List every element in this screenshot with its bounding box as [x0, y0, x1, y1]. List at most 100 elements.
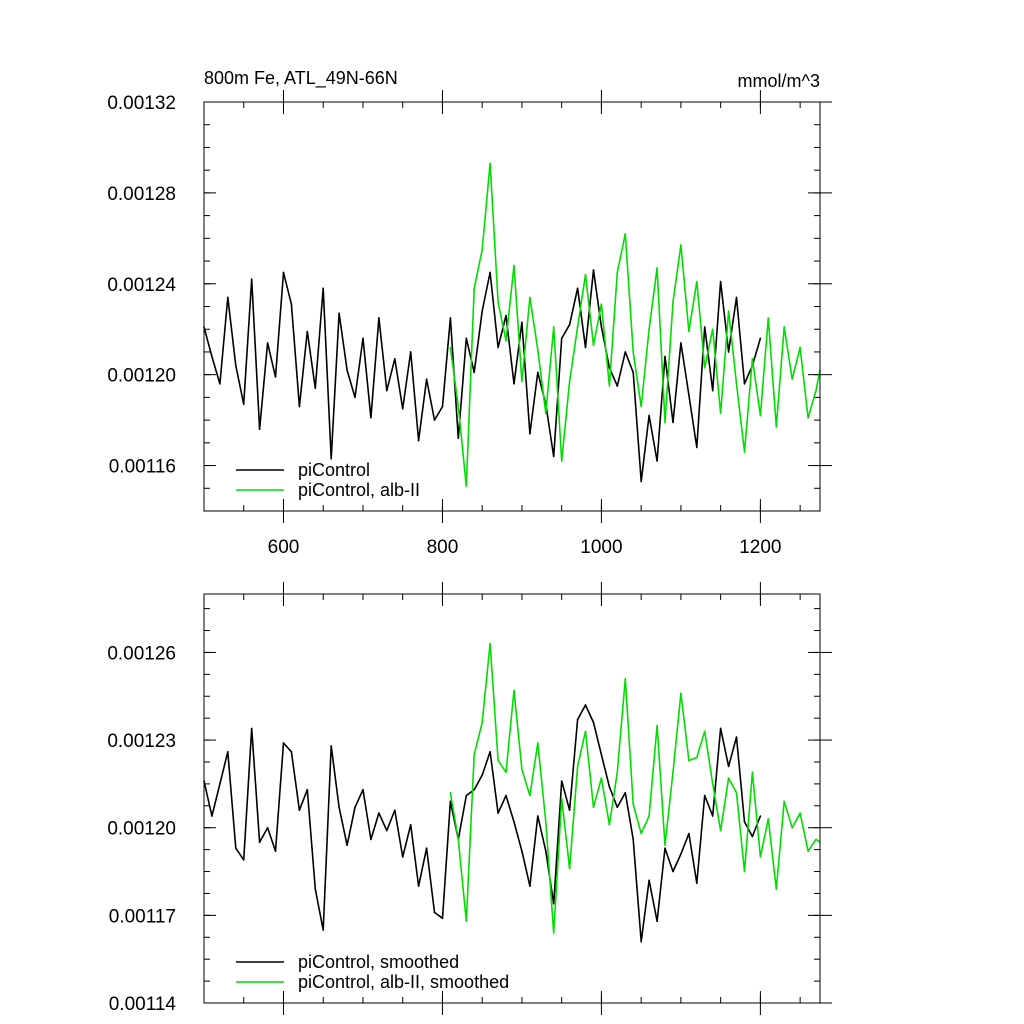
series-bottom-picontrol-alb-ii-smoothed-point-25	[648, 815, 650, 817]
series-bottom-picontrol-smoothed-point-44	[552, 902, 555, 905]
series-bottom-picontrol-alb-ii-smoothed-point-9	[521, 768, 523, 771]
series-top-picontrol-point-55	[640, 480, 642, 483]
panel-top-title: 800m Fe, ATL_49N-66N	[204, 68, 398, 89]
series-top-picontrol-alb-ii-point-23	[632, 351, 634, 353]
series-top-picontrol-point-65	[719, 280, 722, 283]
series-bottom-picontrol-smoothed-point-69	[751, 835, 754, 838]
series-top-picontrol-point-14	[314, 387, 317, 390]
legend-label-picontrol-smoothed: piControl, smoothed	[298, 952, 459, 972]
series-bottom-picontrol-smoothed-point-17	[338, 806, 340, 809]
legend-label-picontrol: piControl	[298, 460, 370, 480]
series-bottom-picontrol-smoothed-point-22	[378, 812, 380, 814]
series-top-picontrol-point-8	[266, 342, 269, 344]
series-bottom-picontrol-smoothed-point-2	[219, 783, 221, 785]
series-bottom-picontrol-alb-ii-smoothed-point-21	[616, 771, 619, 773]
series-top-picontrol-alb-ii-point-32	[703, 367, 706, 369]
series-bottom-picontrol-smoothed-point-37	[497, 812, 499, 814]
series-bottom-picontrol-alb-ii-smoothed-point-39	[759, 856, 762, 858]
series-bottom-picontrol-smoothed-point-35	[481, 774, 484, 776]
series-bottom-picontrol-smoothed-point-18	[346, 844, 348, 846]
series-bottom-picontrol-alb-ii-smoothed-point-7	[505, 771, 507, 773]
series-top-picontrol-point-38	[505, 314, 507, 317]
series-bottom-picontrol-smoothed-point-11	[290, 751, 293, 753]
series-bottom-picontrol-smoothed-point-62	[696, 882, 698, 884]
series-top-picontrol-alb-ii-point-16	[576, 326, 579, 328]
series-top-picontrol-alb-ii-point-38	[751, 358, 754, 360]
series-bottom-picontrol-smoothed-point-50	[600, 753, 603, 756]
series-bottom-picontrol-smoothed-point-64	[711, 815, 714, 817]
series-top-picontrol-point-2	[219, 383, 221, 385]
series-top-picontrol-point-11	[290, 303, 293, 306]
series-top-picontrol-point-32	[457, 437, 460, 440]
series-bottom-picontrol-smoothed-point-25	[401, 856, 404, 858]
series-bottom-picontrol-alb-ii-smoothed-point-5	[489, 642, 491, 645]
series-top-picontrol-point-24	[394, 358, 396, 360]
series-top-picontrol-alb-ii-point-7	[505, 339, 507, 342]
series-top-picontrol-point-19	[354, 396, 356, 399]
series-bottom-picontrol-alb-ii-smoothed-line	[449, 642, 821, 934]
series-bottom-picontrol-alb-ii-smoothed-point-41	[775, 888, 778, 890]
panel-bottom-ticks: 0.00114 0.00117 0.00120 0.00123 0.00126	[107, 582, 832, 1015]
series-bottom-picontrol-alb-ii-smoothed-point-4	[481, 721, 484, 724]
series-bottom-picontrol-smoothed-point-48	[584, 704, 587, 706]
series-bottom-picontrol-alb-ii-smoothed-point-0	[449, 791, 452, 794]
series-bottom-picontrol-smoothed-point-54	[632, 838, 634, 841]
series-top-picontrol-alb-ii-point-10	[529, 296, 531, 299]
series-bottom-picontrol-smoothed-point-68	[743, 821, 746, 823]
xtick-label-top-3: 1200	[739, 537, 781, 558]
series-top-picontrol-point-18	[346, 369, 348, 371]
series-top-picontrol-point-46	[568, 323, 571, 326]
series-top-picontrol-alb-ii-point-4	[481, 248, 484, 251]
series-bottom-picontrol-alb-ii-smoothed-point-40	[767, 818, 770, 820]
series-top-picontrol-alb-ii-point-17	[584, 273, 587, 276]
series-top-picontrol-alb-ii-point-29	[680, 244, 682, 246]
series-top-picontrol-alb-ii-point-2	[465, 485, 468, 487]
series-top-picontrol-point-30	[441, 405, 444, 408]
series-bottom-picontrol-alb-ii-smoothed-point-27	[664, 844, 666, 846]
series-bottom-picontrol-smoothed-point-42	[537, 815, 539, 817]
series-top-picontrol-point-7	[258, 428, 261, 431]
panel-bottom-frame	[203, 593, 821, 1004]
series-top-picontrol-alb-ii-point-6	[497, 301, 499, 303]
xtick-label-top-0: 600	[268, 537, 300, 558]
series-bottom-picontrol-smoothed-point-20	[362, 788, 364, 791]
series-top-picontrol-point-35	[481, 310, 484, 312]
series-bottom-picontrol-smoothed-point-10	[282, 742, 285, 744]
series-top-picontrol-point-29	[433, 419, 436, 421]
series-top-picontrol-point-63	[703, 326, 706, 328]
series-bottom-picontrol-smoothed-point-43	[545, 850, 547, 852]
series-bottom-picontrol-alb-ii-smoothed-point-13	[552, 932, 555, 934]
series-top-picontrol-alb-ii-point-41	[775, 426, 778, 428]
series-top-picontrol-alb-ii-point-36	[735, 383, 738, 385]
series-top-picontrol-alb-ii-point-40	[767, 317, 770, 319]
series-top-picontrol-point-54	[632, 371, 634, 374]
ytick-label-top-0: 0.00116	[109, 457, 176, 478]
series-bottom-picontrol-smoothed-point-70	[759, 815, 762, 817]
series-top-picontrol-point-5	[242, 403, 245, 406]
series-bottom-picontrol-alb-ii-smoothed-point-18	[592, 806, 595, 809]
series-bottom-picontrol-smoothed-point-46	[568, 809, 571, 811]
panel-bottom: 0.00114 0.00117 0.00120 0.00123 0.00126 piCo…	[107, 582, 832, 1015]
series-top-picontrol-point-42	[537, 371, 539, 374]
series-top-picontrol-point-4	[235, 364, 237, 367]
series-bottom-picontrol-smoothed-point-19	[354, 806, 356, 809]
ytick-label-bottom-1: 0.00117	[109, 906, 176, 927]
series-top-picontrol-point-53	[624, 351, 627, 353]
series-bottom-picontrol-smoothed-point-7	[258, 841, 261, 844]
series-bottom-picontrol-alb-ii-smoothed-point-23	[632, 803, 634, 806]
series-top-picontrol-point-50	[600, 326, 603, 328]
series-top-picontrol-point-67	[735, 296, 738, 299]
series-top-picontrol-alb-ii-point-0	[449, 346, 452, 349]
series-top-picontrol-alb-ii-point-15	[568, 380, 571, 383]
series-bottom-picontrol-alb-ii-smoothed-point-24	[640, 832, 642, 835]
series-top-picontrol-alb-ii-point-12	[545, 412, 547, 415]
series-top-picontrol-point-13	[306, 330, 309, 333]
series-bottom-picontrol-smoothed-point-21	[370, 838, 372, 841]
series-top-picontrol-alb-ii-point-44	[799, 346, 801, 349]
panel-bottom-legend: piControl, smoothed piControl, alb-II, s…	[236, 952, 509, 992]
series-bottom-picontrol-smoothed-point-33	[465, 794, 468, 797]
series-bottom-picontrol-alb-ii-smoothed-point-28	[672, 771, 674, 773]
series-top-picontrol-point-33	[465, 337, 468, 340]
series-bottom-picontrol-smoothed-point-47	[576, 718, 579, 721]
series-bottom-picontrol-smoothed-point-31	[449, 800, 452, 803]
